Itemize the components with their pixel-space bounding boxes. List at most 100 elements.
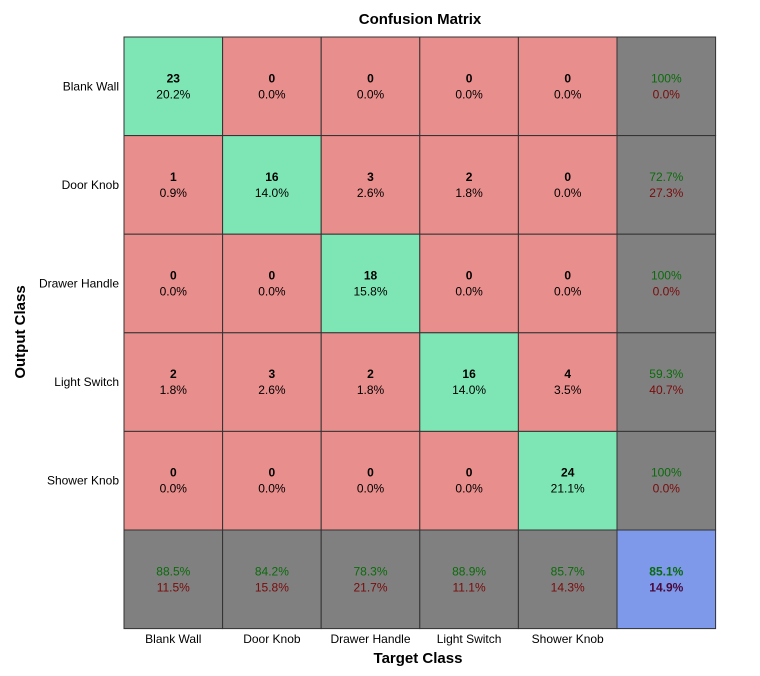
cell-3-2-label-bottom: 1.8% [357,383,385,397]
col-summary-1 [222,529,322,630]
cell-0-3 [419,36,519,137]
overall-label-top: 85.1% [649,564,683,578]
cell-0-2-label-top: 0 [367,71,374,85]
cell-0-0-label-top: 23 [167,71,181,85]
cell-2-1-label-top: 0 [269,269,276,283]
row-summary-3-label-bottom: 40.7% [649,383,683,397]
row-summary-4 [616,430,717,531]
cell-3-2-label-top: 2 [367,367,374,381]
x-tick-label-0: Blank Wall [145,632,201,646]
overall-cell [616,529,717,630]
cell-1-3-label-bottom: 1.8% [455,186,483,200]
y-tick-label-1: Door Knob [62,178,120,192]
col-summary-4 [517,529,618,630]
row-summary-3-label-top: 59.3% [649,367,683,381]
cell-2-2-label-top: 18 [364,269,378,283]
cell-1-0-label-top: 1 [170,170,177,184]
cell-0-4-label-top: 0 [564,71,571,85]
cell-3-0 [123,332,224,432]
cell-2-1 [222,233,322,334]
col-summary-4-label-top: 85.7% [551,564,585,578]
cell-1-2-label-top: 3 [367,170,374,184]
row-summary-0 [616,36,717,137]
cell-3-1-label-top: 3 [269,367,276,381]
col-summary-2-label-top: 78.3% [353,564,387,578]
cell-1-2 [320,135,421,235]
cell-2-3 [419,233,519,334]
row-summary-0-label-bottom: 0.0% [653,87,681,101]
col-summary-3-label-top: 88.9% [452,564,486,578]
cell-2-4-label-top: 0 [564,269,571,283]
x-tick-label-2: Drawer Handle [330,632,410,646]
y-tick-label-0: Blank Wall [63,79,119,93]
cell-2-0-label-top: 0 [170,269,177,283]
cell-4-4 [517,430,618,531]
row-summary-4-label-bottom: 0.0% [653,482,681,496]
col-summary-2-label-bottom: 21.7% [353,580,387,594]
cell-1-0 [123,135,224,235]
cell-1-1-label-bottom: 14.0% [255,186,289,200]
col-summary-3-label-bottom: 11.1% [453,580,486,594]
row-summary-2 [616,233,717,334]
cell-3-3 [419,332,519,432]
cell-2-3-label-top: 0 [466,269,473,283]
cell-0-3-label-bottom: 0.0% [455,87,483,101]
cell-2-1-label-bottom: 0.0% [258,285,286,299]
cell-4-2-label-top: 0 [367,466,374,480]
cell-3-4-label-bottom: 3.5% [554,383,582,397]
cell-4-1-label-top: 0 [269,466,276,480]
row-summary-2-label-top: 100% [651,269,682,283]
cell-4-3 [419,430,519,531]
cell-0-1-label-top: 0 [269,71,276,85]
cell-1-4-label-bottom: 0.0% [554,186,582,200]
row-summary-1-label-bottom: 27.3% [649,186,683,200]
cell-2-2-label-bottom: 15.8% [353,285,387,299]
cell-4-4-label-bottom: 21.1% [551,482,585,496]
cell-4-0 [123,430,224,531]
cell-0-4 [517,36,618,137]
cell-4-0-label-bottom: 0.0% [160,482,188,496]
col-summary-2 [320,529,421,630]
chart-title: Confusion Matrix [359,11,482,28]
cell-4-4-label-top: 24 [561,466,575,480]
row-summary-4-label-top: 100% [651,466,682,480]
cell-3-1 [222,332,322,432]
col-summary-3 [419,529,519,630]
cell-0-4-label-bottom: 0.0% [554,87,582,101]
row-summary-1-label-top: 72.7% [649,170,683,184]
cell-3-2 [320,332,421,432]
y-tick-label-3: Light Switch [54,375,119,389]
cell-1-3 [419,135,519,235]
y-axis-label: Output Class [12,285,29,378]
cell-0-2 [320,36,421,137]
y-tick-label-4: Shower Knob [47,474,119,488]
cell-3-3-label-bottom: 14.0% [452,383,486,397]
row-summary-1 [616,135,717,235]
row-summary-0-label-top: 100% [651,71,682,85]
cell-1-4-label-top: 0 [564,170,571,184]
cell-4-1 [222,430,322,531]
cell-3-4-label-top: 4 [564,367,571,381]
row-summary-3 [616,332,717,432]
cell-4-0-label-top: 0 [170,466,177,480]
cell-2-4 [517,233,618,334]
cell-4-3-label-bottom: 0.0% [455,482,483,496]
cell-1-4 [517,135,618,235]
cell-2-0 [123,233,224,334]
cell-1-3-label-top: 2 [466,170,473,184]
col-summary-0 [123,529,224,630]
cell-4-2-label-bottom: 0.0% [357,482,385,496]
cell-0-0-label-bottom: 20.2% [156,87,190,101]
cell-4-3-label-top: 0 [466,466,473,480]
col-summary-4-label-bottom: 14.3% [551,580,585,594]
cell-2-4-label-bottom: 0.0% [554,285,582,299]
cell-4-1-label-bottom: 0.0% [258,482,286,496]
x-tick-label-1: Door Knob [243,632,301,646]
cell-0-0 [123,36,224,137]
cell-3-3-label-top: 16 [462,367,476,381]
col-summary-0-label-top: 88.5% [156,564,190,578]
col-summary-0-label-bottom: 11.5% [157,580,190,594]
cell-1-1-label-top: 16 [265,170,279,184]
col-summary-1-label-top: 84.2% [255,564,289,578]
